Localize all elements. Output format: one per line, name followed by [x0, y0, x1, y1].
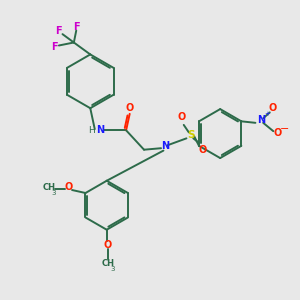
Text: H: H	[88, 126, 95, 135]
Text: CH: CH	[42, 182, 55, 191]
Text: O: O	[126, 103, 134, 113]
Text: S: S	[187, 130, 194, 140]
Text: F: F	[74, 22, 80, 32]
Text: CH: CH	[101, 259, 114, 268]
Text: −: −	[279, 124, 289, 134]
Text: F: F	[56, 26, 62, 36]
Text: O: O	[273, 128, 281, 138]
Text: 3: 3	[110, 266, 115, 272]
Text: O: O	[104, 240, 112, 250]
Text: 3: 3	[51, 190, 56, 196]
Text: N: N	[96, 125, 104, 135]
Text: O: O	[268, 103, 277, 113]
Text: O: O	[177, 112, 185, 122]
Text: O: O	[199, 145, 207, 155]
Text: N: N	[161, 141, 169, 151]
Text: O: O	[64, 182, 73, 192]
Text: +: +	[264, 112, 270, 118]
Text: F: F	[51, 42, 58, 52]
Text: N: N	[257, 116, 265, 125]
